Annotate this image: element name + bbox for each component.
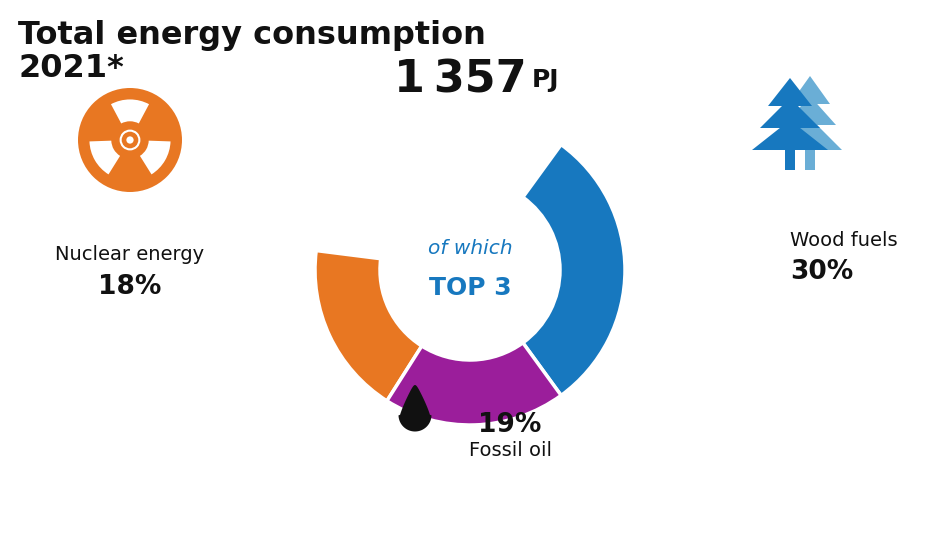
Polygon shape xyxy=(785,150,795,170)
Wedge shape xyxy=(140,141,171,174)
Text: Fossil oil: Fossil oil xyxy=(468,441,552,459)
Polygon shape xyxy=(760,98,820,128)
Wedge shape xyxy=(315,251,422,401)
Polygon shape xyxy=(752,120,828,150)
Wedge shape xyxy=(522,145,625,395)
Circle shape xyxy=(78,88,182,192)
Text: 2021*: 2021* xyxy=(18,53,124,84)
Text: 18%: 18% xyxy=(98,274,161,300)
Wedge shape xyxy=(387,343,561,425)
Wedge shape xyxy=(111,100,149,123)
Circle shape xyxy=(121,131,140,150)
Polygon shape xyxy=(768,78,812,106)
Wedge shape xyxy=(89,141,120,174)
Polygon shape xyxy=(778,118,842,150)
Circle shape xyxy=(127,136,133,144)
Polygon shape xyxy=(399,385,431,432)
Text: PJ: PJ xyxy=(532,68,559,92)
Text: Nuclear energy: Nuclear energy xyxy=(55,245,204,265)
Text: TOP 3: TOP 3 xyxy=(429,276,511,300)
Polygon shape xyxy=(784,96,836,125)
Polygon shape xyxy=(805,150,815,170)
Text: Wood fuels: Wood fuels xyxy=(790,230,898,250)
Text: 19%: 19% xyxy=(478,412,541,438)
Text: Total energy consumption: Total energy consumption xyxy=(18,20,486,51)
Text: 1 357: 1 357 xyxy=(394,58,526,102)
Text: 30%: 30% xyxy=(790,259,854,285)
Text: of which: of which xyxy=(428,239,512,257)
Polygon shape xyxy=(790,76,830,104)
